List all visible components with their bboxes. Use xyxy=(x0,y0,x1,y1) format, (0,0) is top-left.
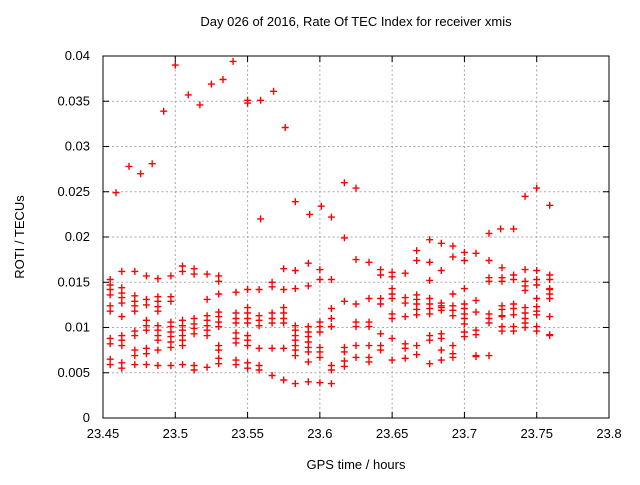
y-tick-label: 0.02 xyxy=(65,229,90,244)
y-tick-label: 0.01 xyxy=(65,320,90,335)
chart-title: Day 026 of 2016, Rate Of TEC Index for r… xyxy=(200,14,512,29)
grid-layer xyxy=(103,56,609,418)
x-tick-label: 23.5 xyxy=(163,426,188,441)
y-tick-label: 0 xyxy=(83,410,90,425)
x-tick-label: 23.6 xyxy=(307,426,332,441)
plot-frame xyxy=(102,55,610,419)
y-tick-label: 0.025 xyxy=(57,184,90,199)
y-axis-label: ROTI / TECUs xyxy=(12,195,27,279)
x-tick-label: 23.45 xyxy=(87,426,120,441)
y-tick-label: 0.03 xyxy=(65,139,90,154)
data-points-layer xyxy=(106,57,554,388)
x-tick-label: 23.65 xyxy=(376,426,409,441)
x-tick-label: 23.75 xyxy=(520,426,553,441)
tick-label-layer: 23.45 23.5 23.55 23.6 23.65 23.7 23.75 23.8 0 0.0… xyxy=(57,48,621,441)
y-tick-label: 0.005 xyxy=(57,365,90,380)
x-tick-label: 23.7 xyxy=(452,426,477,441)
x-axis-label: GPS time / hours xyxy=(307,457,406,472)
scatter-points-plus-markers xyxy=(106,57,554,388)
x-tick-label: 23.55 xyxy=(231,426,264,441)
y-tick-label: 0.015 xyxy=(57,274,90,289)
y-tick-label: 0.035 xyxy=(57,93,90,108)
x-tick-label: 23.8 xyxy=(596,426,621,441)
y-tick-label: 0.04 xyxy=(65,48,90,63)
